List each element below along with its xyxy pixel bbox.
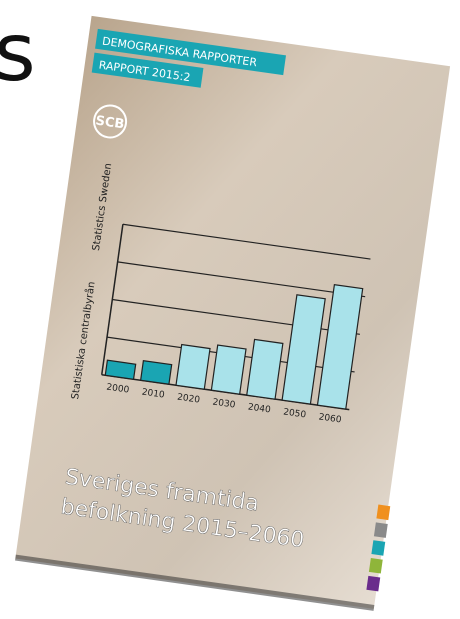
- bar: [211, 345, 246, 394]
- color-tab: [371, 540, 385, 556]
- bar: [141, 361, 172, 385]
- bar: [176, 345, 210, 390]
- color-tab: [376, 505, 390, 521]
- bar: [105, 360, 135, 379]
- color-tab: [369, 558, 383, 574]
- color-tab: [374, 522, 388, 538]
- page: s DEMOGRAFISKA RAPPORTER RAPPORT 2015:2 …: [0, 0, 460, 619]
- page-text: s: [0, 6, 36, 99]
- report-cover: DEMOGRAFISKA RAPPORTER RAPPORT 2015:2 SC…: [15, 16, 452, 611]
- color-tab: [366, 576, 380, 592]
